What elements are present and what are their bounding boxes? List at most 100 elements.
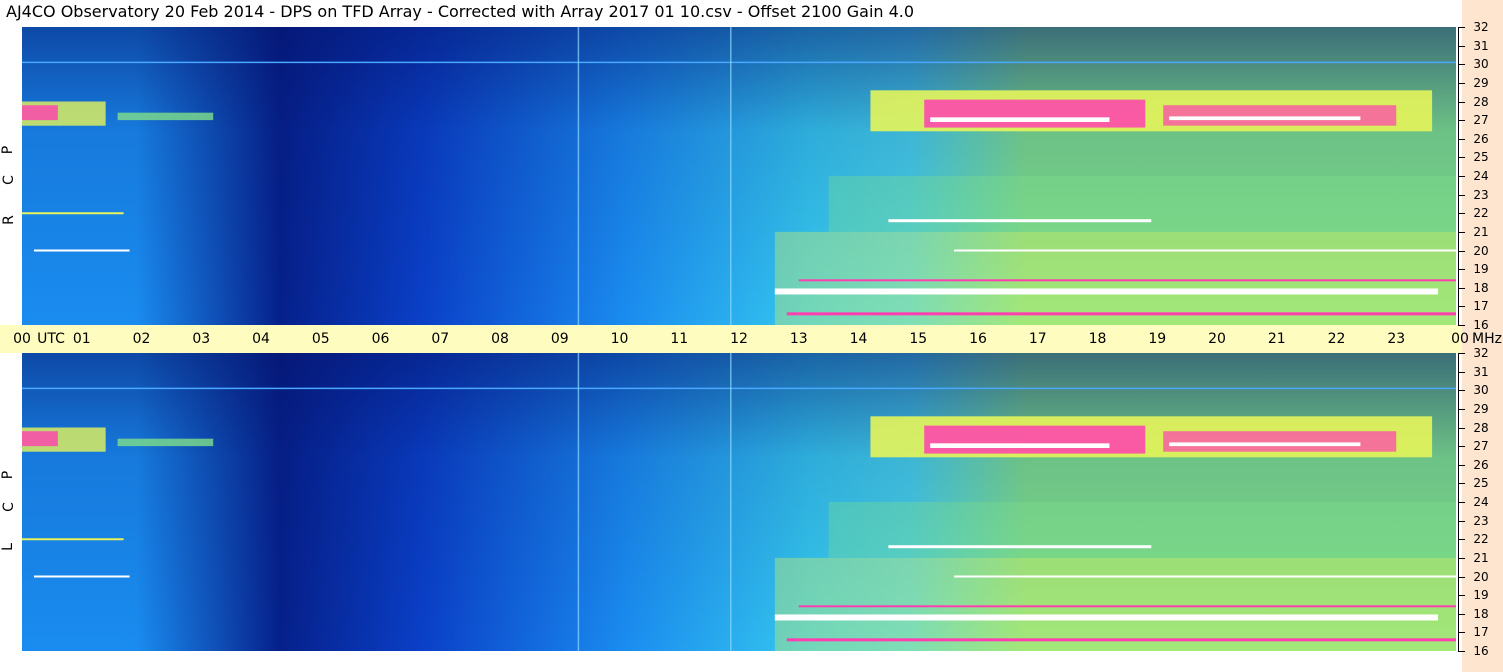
frequency-tick-label: 32 [1473, 346, 1489, 360]
frequency-tick-label: 20 [1473, 243, 1489, 258]
frequency-tick [1458, 613, 1465, 615]
frequency-tick-label: 26 [1473, 131, 1489, 146]
utc-tick-label: 06 [371, 331, 390, 347]
frequency-tick-label: 25 [1473, 476, 1489, 491]
frequency-tick-label: 21 [1473, 224, 1489, 239]
utc-tick-label: 17 [1028, 331, 1047, 347]
utc-tick-label: 12 [730, 331, 748, 347]
interference-spike [577, 27, 580, 325]
polarization-letter: P [0, 470, 17, 480]
frequency-tick [1458, 138, 1465, 140]
frequency-tick [1458, 576, 1465, 578]
interference-line [798, 605, 1456, 608]
storm-band [930, 117, 1110, 122]
frequency-tick-label: 16 [1473, 318, 1489, 332]
interference-line [33, 575, 130, 578]
utc-tick-label: 20 [1208, 331, 1226, 347]
frequency-tick-label: 29 [1473, 401, 1489, 416]
frequency-tick [1458, 82, 1465, 84]
interference-line [786, 312, 1456, 316]
storm-band [1169, 442, 1361, 447]
frequency-tick [1458, 194, 1465, 196]
frequency-tick [1458, 371, 1465, 373]
interference-line [774, 288, 1439, 295]
utc-tick-label: 22 [1327, 331, 1346, 347]
frequency-tick-label: 19 [1473, 262, 1489, 277]
utc-tick-label: 03 [192, 331, 211, 347]
utc-tick-label: 14 [849, 331, 868, 347]
frequency-tick [1458, 557, 1465, 559]
storm-band [1163, 105, 1397, 126]
utc-tick-label: 16 [969, 331, 987, 347]
utc-tick-label: 19 [1148, 331, 1167, 347]
interference-spike [730, 353, 732, 651]
frequency-tick [1458, 483, 1465, 485]
frequency-tick-label: 27 [1473, 439, 1489, 454]
frequency-tick-label: 18 [1473, 606, 1489, 621]
interference-line [22, 212, 124, 215]
frequency-tick [1458, 120, 1465, 122]
rcp-spectrogram-panel [22, 27, 1456, 325]
frequency-tick-label: 22 [1473, 206, 1489, 221]
frequency-tick [1458, 101, 1465, 103]
frequency-tick [1458, 269, 1465, 271]
frequency-tick [1458, 427, 1465, 429]
utc-time-axis [0, 325, 1462, 353]
frequency-tick [1458, 390, 1465, 392]
emission-patch [22, 431, 58, 447]
utc-tick-label: 11 [670, 331, 689, 347]
frequency-tick-label: 19 [1473, 588, 1489, 603]
frequency-tick [1458, 325, 1465, 326]
storm-band [924, 99, 1146, 128]
frequency-tick [1458, 632, 1465, 634]
frequency-tick [1458, 27, 1465, 28]
broadband-region [828, 502, 1456, 558]
utc-tick-label: 00 [1451, 331, 1469, 347]
spectrogram-image [22, 353, 1456, 651]
interference-line [774, 614, 1439, 621]
frequency-tick [1458, 539, 1465, 541]
polarization-letter: L [0, 543, 16, 551]
broadband-region [828, 176, 1456, 232]
utc-tick-label: 18 [1088, 331, 1107, 347]
mhz-unit-label: MHz [1472, 331, 1502, 347]
interference-spike [577, 353, 580, 651]
spectrogram-image [22, 27, 1456, 325]
utc-tick-label: 01 [72, 331, 91, 347]
frequency-tick [1458, 64, 1465, 66]
frequency-tick-label: 26 [1473, 457, 1489, 472]
frequency-tick-label: 22 [1473, 532, 1489, 547]
utc-tick-label: 10 [610, 331, 629, 347]
frequency-tick [1458, 408, 1465, 410]
frequency-tick-label: 23 [1473, 513, 1489, 528]
frequency-tick-label: 31 [1473, 38, 1489, 53]
frequency-tick [1458, 595, 1465, 597]
interference-line [954, 249, 1456, 252]
utc-tick-label: 21 [1267, 331, 1286, 347]
polarization-letter: P [0, 145, 17, 155]
frequency-tick [1458, 306, 1465, 308]
interference-line [888, 219, 1152, 223]
frequency-tick [1458, 45, 1465, 47]
frequency-tick-label: 24 [1473, 169, 1489, 183]
interference-line [888, 545, 1152, 549]
polarization-letter: C [0, 175, 17, 185]
utc-tick-label: 15 [909, 331, 928, 347]
chart-title: AJ4CO Observatory 20 Feb 2014 - DPS on T… [6, 2, 915, 21]
utc-tick-label: 00 [13, 331, 31, 347]
frequency-tick [1458, 250, 1465, 252]
spectrogram-shading [22, 27, 1456, 325]
utc-tick-label: 05 [311, 331, 330, 347]
interference-line [22, 61, 1456, 64]
frequency-axis-strip [1462, 0, 1503, 672]
lcp-spectrogram-panel [22, 353, 1456, 651]
frequency-tick [1458, 213, 1465, 215]
emission-patch [117, 438, 214, 447]
interference-line [22, 387, 1456, 390]
interference-line [786, 638, 1456, 642]
frequency-tick-label: 27 [1473, 113, 1489, 128]
spectrogram-shading [22, 353, 1456, 651]
utc-tick-label: 07 [431, 331, 450, 347]
frequency-tick-label: 17 [1473, 625, 1489, 640]
interference-line [22, 538, 124, 541]
